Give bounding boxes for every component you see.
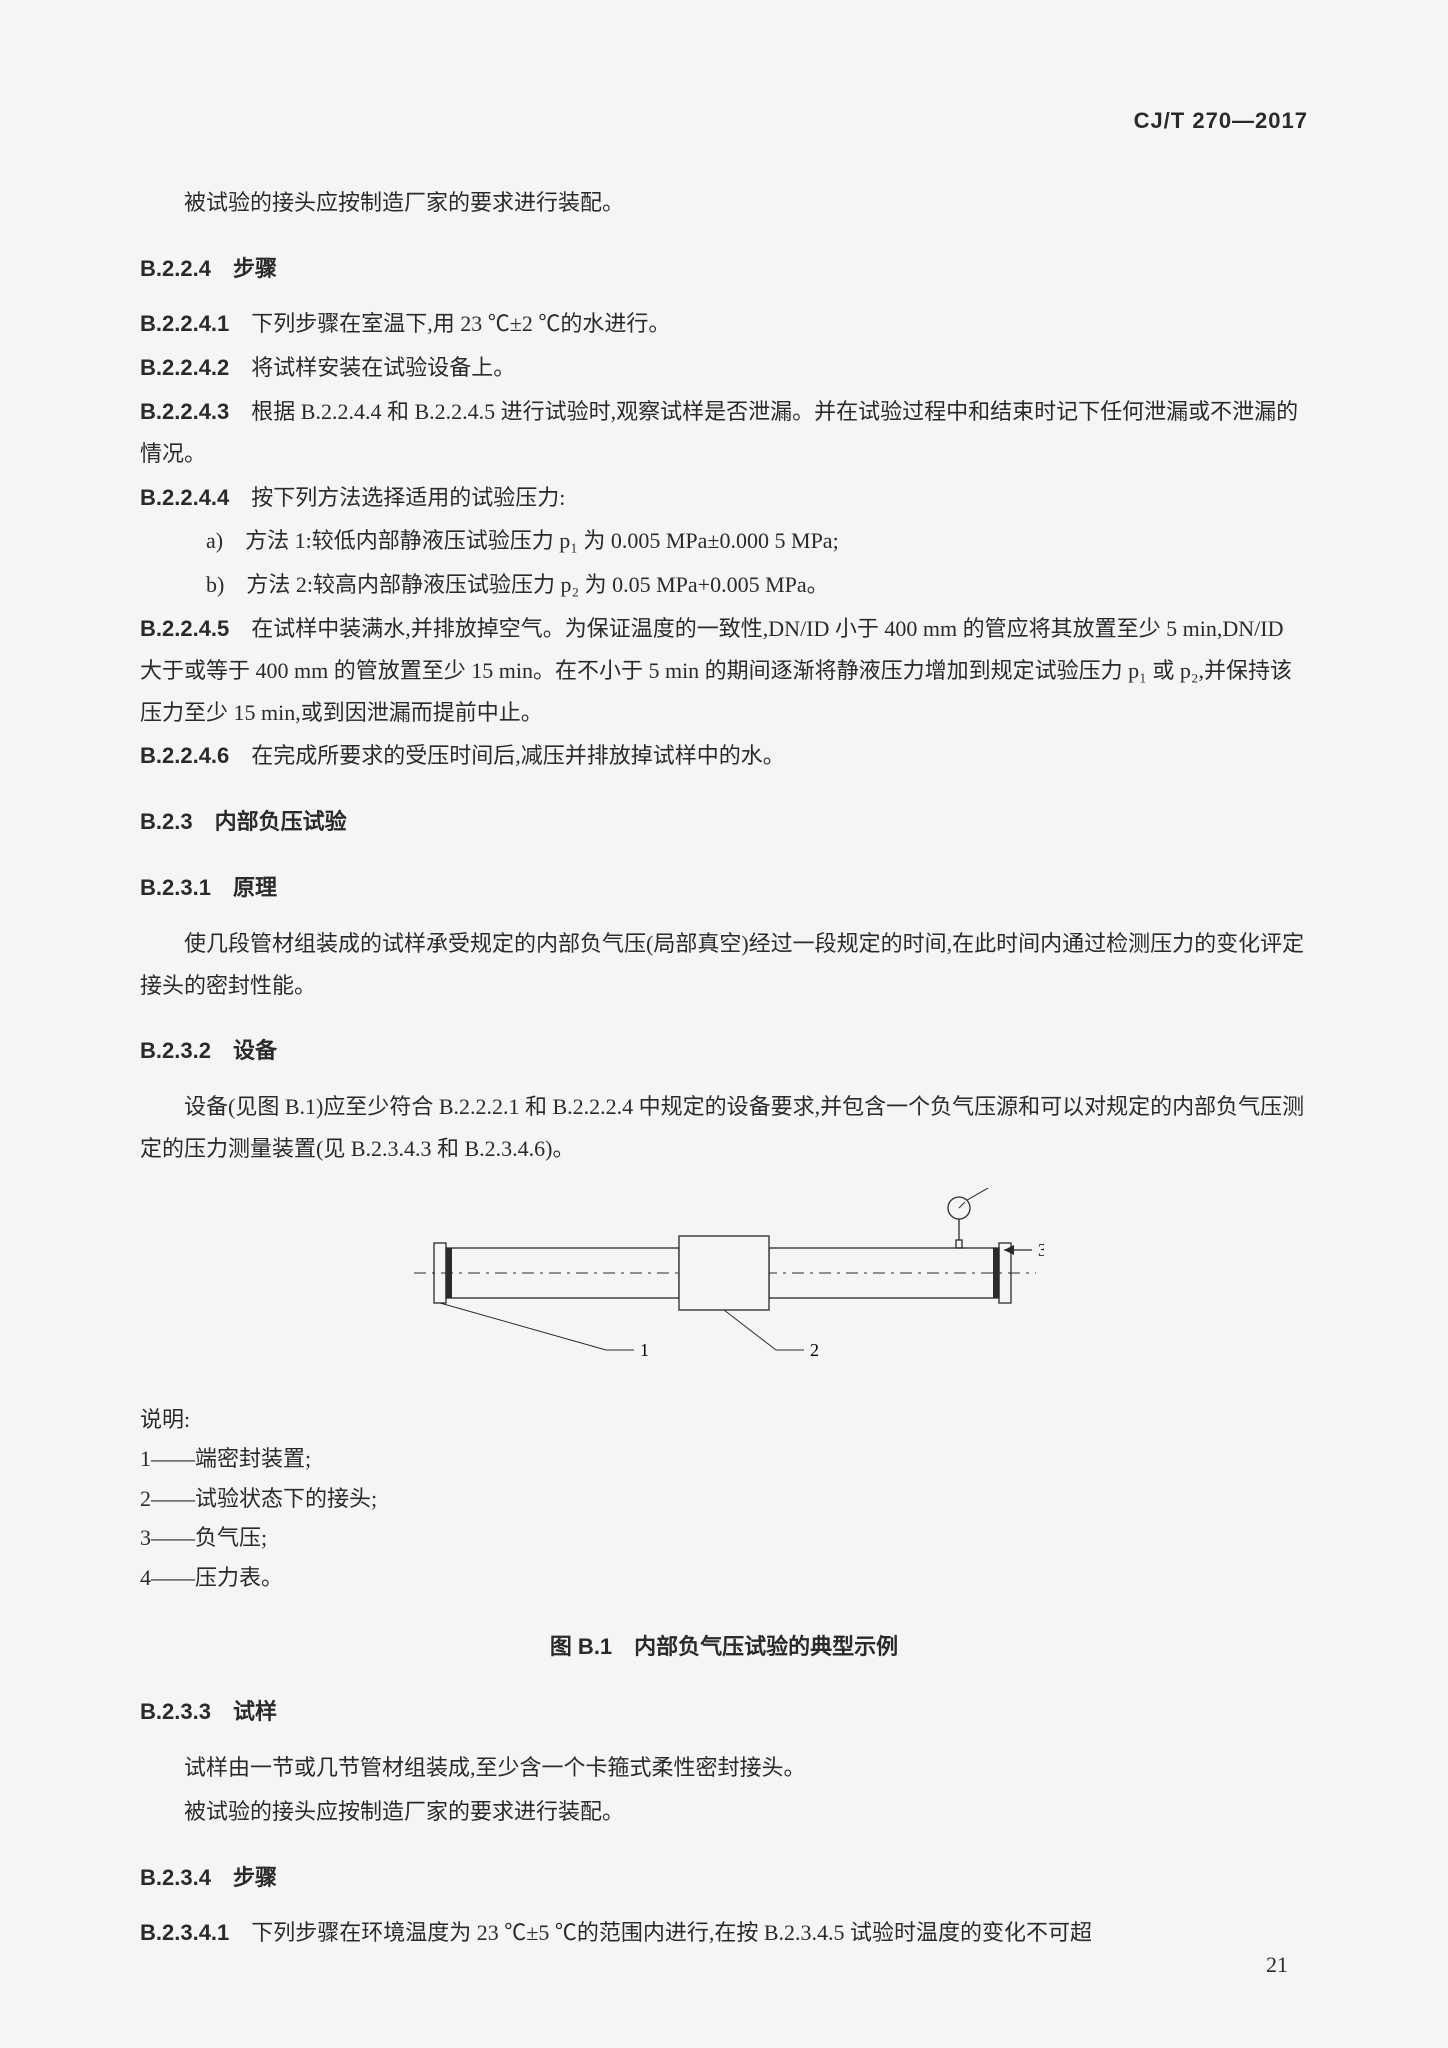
num: B.2.2.4.2: [140, 355, 229, 380]
legend-2: 2——试验状态下的接头;: [140, 1479, 1308, 1519]
clause-B2245: B.2.2.4.5 在试样中装满水,并排放掉空气。为保证温度的一致性,DN/ID…: [140, 608, 1308, 733]
num: B.2.2.4.6: [140, 743, 229, 768]
text: 在完成所要求的受压时间后,减压并排放掉试样中的水。: [251, 743, 785, 768]
clause-B2244: B.2.2.4.4 按下列方法选择适用的试验压力:: [140, 477, 1308, 519]
diagram-svg: 3 4 1 2: [404, 1188, 1044, 1378]
heading-B231: B.2.3.1 原理: [140, 867, 1308, 909]
num: B.2.2.4: [140, 256, 211, 281]
title: 原理: [233, 875, 277, 900]
method-a: a) 方法 1:较低内部静液压试验压力 p₁ 为 0.005 MPa±0.000…: [140, 520, 1308, 562]
num: B.2.3.4: [140, 1865, 211, 1890]
page-number: 21: [1266, 1944, 1288, 1986]
clause-B2241: B.2.2.4.1 下列步骤在室温下,用 23 ℃±2 ℃的水进行。: [140, 303, 1308, 345]
text: 下列步骤在室温下,用 23 ℃±2 ℃的水进行。: [251, 311, 670, 336]
svg-text:3: 3: [1038, 1240, 1044, 1260]
para-B233-1: 试样由一节或几节管材组装成,至少含一个卡箍式柔性密封接头。: [140, 1747, 1308, 1789]
legend-1: 1——端密封装置;: [140, 1439, 1308, 1479]
legend: 说明: 1——端密封装置; 2——试验状态下的接头; 3——负气压; 4——压力…: [140, 1400, 1308, 1598]
heading-B224: B.2.2.4 步骤: [140, 248, 1308, 290]
clause-B2242: B.2.2.4.2 将试样安装在试验设备上。: [140, 347, 1308, 389]
title: 试样: [233, 1699, 277, 1724]
num: B.2.2.4.5: [140, 616, 229, 641]
num: B.2.3.3: [140, 1699, 211, 1724]
intro-sentence: 被试验的接头应按制造厂家的要求进行装配。: [140, 182, 1308, 224]
para-B233-2: 被试验的接头应按制造厂家的要求进行装配。: [140, 1791, 1308, 1833]
heading-B234: B.2.3.4 步骤: [140, 1857, 1308, 1899]
clause-B2243: B.2.2.4.3 根据 B.2.2.4.4 和 B.2.2.4.5 进行试验时…: [140, 391, 1308, 475]
num: B.2.3: [140, 809, 193, 834]
clause-B2246: B.2.2.4.6 在完成所要求的受压时间后,减压并排放掉试样中的水。: [140, 735, 1308, 777]
num: B.2.2.4.1: [140, 311, 229, 336]
text: 根据 B.2.2.4.4 和 B.2.2.4.5 进行试验时,观察试样是否泄漏。…: [140, 399, 1298, 466]
text: 按下列方法选择适用的试验压力:: [251, 485, 565, 510]
legend-4: 4——压力表。: [140, 1558, 1308, 1598]
heading-B233: B.2.3.3 试样: [140, 1691, 1308, 1733]
title: 设备: [233, 1038, 277, 1063]
heading-B232: B.2.3.2 设备: [140, 1030, 1308, 1072]
figure-caption: 图 B.1 内部负气压试验的典型示例: [140, 1626, 1308, 1668]
num: B.2.2.4.4: [140, 485, 229, 510]
figure-B1: 3 4 1 2: [140, 1188, 1308, 1392]
legend-label: 说明:: [140, 1400, 1308, 1440]
para-B231: 使几段管材组装成的试样承受规定的内部负气压(局部真空)经过一段规定的时间,在此时…: [140, 923, 1308, 1007]
title: 步骤: [233, 1865, 277, 1890]
num: B.2.3.1: [140, 875, 211, 900]
text: 下列步骤在环境温度为 23 ℃±5 ℃的范围内进行,在按 B.2.3.4.5 试…: [251, 1920, 1092, 1945]
svg-text:1: 1: [640, 1340, 649, 1360]
text: 在试样中装满水,并排放掉空气。为保证温度的一致性,DN/ID 小于 400 mm…: [140, 616, 1292, 725]
num: B.2.2.4.3: [140, 399, 229, 424]
text: 将试样安装在试验设备上。: [251, 355, 515, 380]
svg-text:2: 2: [810, 1340, 819, 1360]
doc-code: CJ/T 270—2017: [140, 100, 1308, 142]
title: 步骤: [233, 256, 277, 281]
para-B232: 设备(见图 B.1)应至少符合 B.2.2.2.1 和 B.2.2.2.4 中规…: [140, 1086, 1308, 1170]
title: 内部负压试验: [215, 809, 347, 834]
heading-B23: B.2.3 内部负压试验: [140, 801, 1308, 843]
svg-text:4: 4: [999, 1188, 1008, 1192]
method-b: b) 方法 2:较高内部静液压试验压力 p₂ 为 0.05 MPa+0.005 …: [140, 564, 1308, 606]
num: B.2.3.2: [140, 1038, 211, 1063]
clause-B2341: B.2.3.4.1 下列步骤在环境温度为 23 ℃±5 ℃的范围内进行,在按 B…: [140, 1912, 1308, 1954]
num: B.2.3.4.1: [140, 1920, 229, 1945]
legend-3: 3——负气压;: [140, 1518, 1308, 1558]
